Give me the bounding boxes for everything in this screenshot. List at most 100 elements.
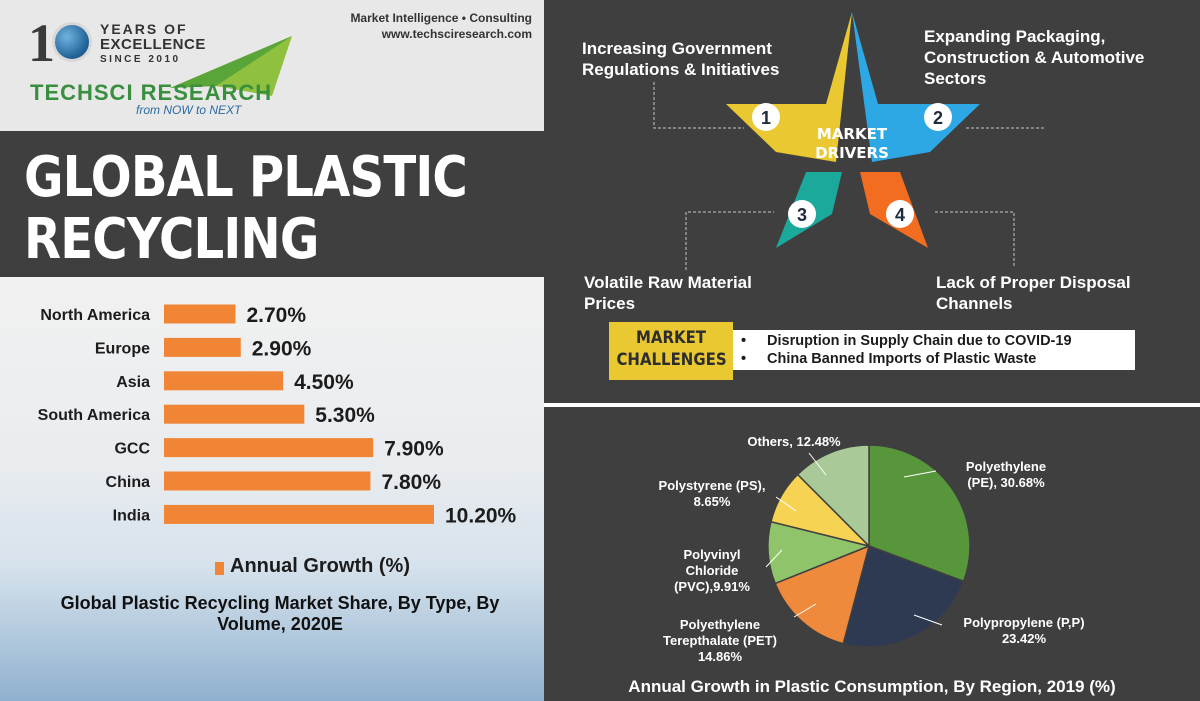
driver-1-text: Increasing Government Regulations & Init… [582, 38, 779, 80]
driver-4-number: 4 [895, 205, 905, 225]
driver-2-line1: Expanding Packaging, [924, 27, 1106, 46]
drivers-center-line1: MARKET [817, 125, 888, 143]
driver-2-number-badge [924, 103, 952, 131]
challenge-item: • Disruption in Supply Chain due to COVID… [741, 332, 1135, 350]
challenge-item-text: Disruption in Supply Chain due to COVID-… [767, 333, 1072, 349]
logo-excellence-line: EXCELLENCE [100, 36, 206, 53]
driver-2-text: Expanding Packaging, Construction & Auto… [924, 26, 1144, 89]
company-tagline: Market Intelligence • Consulting www.tec… [350, 10, 532, 42]
pie-slice-label: Polyethylene [966, 459, 1046, 474]
bar-value-label: 7.80% [381, 471, 441, 494]
pie-slice-label: Polypropylene (P,P) [963, 615, 1084, 630]
pie-leader-line [765, 549, 783, 568]
driver-1-line1: Increasing Government [582, 39, 772, 58]
bar-category-label: GCC [114, 441, 150, 458]
bar-chart: North America 2.70% Europe 2.90% Asia 4.50% So… [38, 304, 517, 527]
bar [164, 337, 241, 357]
connector-line-3 [685, 211, 774, 270]
logo-brand: TECHSCI RESEARCH [30, 80, 273, 105]
bar-value-label: 2.70% [246, 304, 306, 327]
bar [164, 304, 236, 324]
pie-slice-label: Terepthalate (PET) [663, 633, 777, 648]
bar-chart-area: North America 2.70% Europe 2.90% Asia 4.50% So… [0, 277, 544, 701]
driver-1-number-badge [752, 103, 780, 131]
pie-leader-line [775, 496, 797, 512]
pie-slice-label: (PVC),9.91% [674, 579, 750, 594]
drivers-center-line2: DRIVERS [815, 144, 889, 162]
driver-3-line2: Prices [584, 294, 636, 313]
pie-leader-line [903, 470, 937, 478]
bar-category-label: Europe [95, 340, 150, 357]
logo-tagline: from NOW to NEXT [136, 103, 242, 117]
driver-1-number: 1 [761, 108, 771, 128]
legend-label: Annual Growth (%) [230, 555, 410, 577]
pie-slice-label: 23.42% [1002, 631, 1047, 646]
bar-value-label: 4.50% [294, 371, 354, 394]
bar [164, 471, 371, 491]
pie-slice [796, 444, 870, 548]
driver-3-text: Volatile Raw Material Prices [584, 272, 752, 314]
pie-slice-label: Polystyrene (PS), [659, 478, 766, 493]
pie-slice-label: 8.65% [694, 494, 731, 509]
driver-3-number-badge [788, 200, 816, 228]
bar-category-label: China [106, 474, 151, 491]
page-title-line1: GLOBAL PLASTIC [24, 145, 468, 210]
driver-2-line3: Sectors [924, 69, 987, 88]
bar-value-label: 10.20% [445, 504, 517, 527]
bar-category-label: South America [38, 407, 150, 424]
pie-leader-line [793, 603, 817, 618]
pie-leader-line [808, 452, 827, 476]
logo-swoosh-icon [170, 36, 292, 96]
challenges-label-line2: CHALLENGES [616, 350, 727, 370]
bar-value-label: 7.90% [384, 438, 444, 461]
market-drivers-panel: 1 2 3 4 MARKET DRIVERS Increasing Govern… [544, 0, 1200, 403]
pie-slice-label: Polyethylene [680, 617, 760, 632]
connector-line-1 [653, 82, 744, 129]
tagline-text: Market Intelligence • Consulting [350, 11, 532, 25]
bullet-icon: • [741, 333, 747, 349]
driver-1-line2: Regulations & Initiatives [582, 60, 780, 79]
challenges-label-box [609, 322, 733, 380]
title-band [0, 131, 544, 277]
logo-ten-years-mark: 1 [28, 13, 55, 73]
bar-category-label: India [113, 507, 150, 524]
drivers-star-graphic: 1 2 3 4 MARKET DRIVERS [653, 12, 1044, 270]
bar [164, 404, 305, 424]
bar [164, 371, 284, 391]
challenges-label: MARKET CHALLENGES [616, 327, 727, 371]
pie-chart-panel: Polyethylene (PE), 30.68% Polypropylene (P… [544, 403, 1200, 701]
bullet-icon: • [741, 351, 747, 367]
bar [164, 438, 374, 458]
driver-4-line1: Lack of Proper Disposal [936, 273, 1131, 292]
globe-icon [52, 22, 92, 62]
pie-slice-label: 14.86% [698, 649, 743, 664]
logo-years-line: YEARS OF [100, 21, 188, 37]
bar-value-label: 2.90% [252, 337, 312, 360]
website-link[interactable]: www.techsciresearch.com [381, 27, 532, 41]
driver-2-line2: Construction & Automotive [924, 48, 1145, 67]
challenges-label-line1: MARKET [635, 328, 706, 348]
pie-slice-label: Others, 12.48% [747, 434, 841, 449]
driver-3-number: 3 [797, 205, 807, 225]
legend-swatch [215, 562, 224, 575]
driver-3-line1: Volatile Raw Material [584, 273, 752, 292]
pie-slice-label: Polyvinyl [683, 547, 740, 562]
challenge-item-text: China Banned Imports of Plastic Waste [767, 351, 1037, 367]
left-panel: 1 YEARS OF EXCELLENCE SINCE 2010 TECHSCI… [0, 0, 544, 701]
bar-category-label: North America [40, 307, 150, 324]
logo-years-text: YEARS OF EXCELLENCE SINCE 2010 [100, 21, 206, 67]
bar-chart-caption: Global Plastic Recycling Market Share, B… [60, 593, 500, 634]
pie-slice [868, 444, 971, 583]
logo-since-line: SINCE 2010 [100, 54, 181, 65]
pie-slice [774, 544, 871, 645]
driver-2-number: 2 [933, 108, 943, 128]
pie-slice-label: (PE), 30.68% [967, 475, 1045, 490]
pie-slice-label: Chloride [686, 563, 739, 578]
driver-4-text: Lack of Proper Disposal Channels [936, 272, 1131, 314]
logo-area: 1 YEARS OF EXCELLENCE SINCE 2010 TECHSCI… [0, 0, 544, 131]
pie-chart: Polyethylene(PE), 30.68%Polypropylene (P… [659, 434, 1085, 664]
driver-4-line2: Channels [936, 294, 1013, 313]
challenge-item: • China Banned Imports of Plastic Waste [741, 350, 1135, 368]
pie-leader-line [913, 614, 943, 626]
challenges-list: • Disruption in Supply Chain due to COVID… [733, 330, 1135, 370]
